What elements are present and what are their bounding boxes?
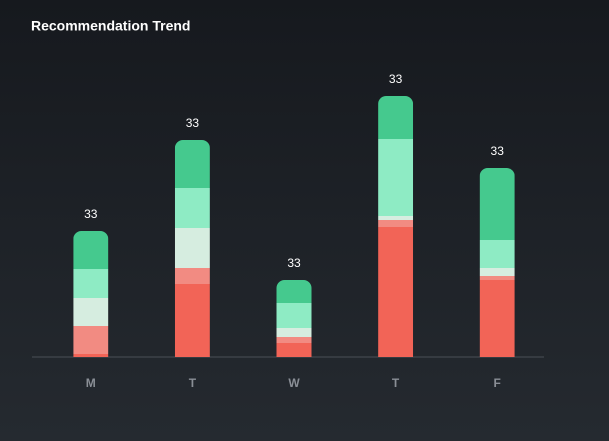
x-tick-label: M <box>86 376 96 390</box>
bar-stack <box>378 96 414 357</box>
bar-label: 33 <box>84 207 98 221</box>
bar-label: 33 <box>186 116 200 130</box>
bar-segment <box>479 240 515 268</box>
bar-label: 33 <box>389 72 403 86</box>
bar-segment <box>73 269 109 298</box>
bar-segment <box>276 337 312 343</box>
bar-label: 33 <box>287 256 301 270</box>
bar-stack <box>479 168 515 357</box>
bar-stack <box>73 231 109 357</box>
bar-segment <box>276 303 312 328</box>
bar-segment <box>479 168 515 240</box>
bar-label: 33 <box>491 144 505 158</box>
bar-segment <box>276 343 312 357</box>
bar-segment <box>174 188 210 228</box>
bar-segment <box>276 328 312 337</box>
bar-stack <box>276 280 312 357</box>
bar-stack <box>174 140 210 357</box>
bar-segment <box>73 298 109 326</box>
bar-segment <box>174 140 210 188</box>
bar-segment <box>378 96 414 139</box>
bar-segment <box>479 276 515 280</box>
chart-title: Recommendation Trend <box>31 18 190 34</box>
bar-segment <box>378 227 414 357</box>
bar-segment <box>174 284 210 357</box>
x-tick-label: F <box>494 376 501 390</box>
x-tick-label: T <box>392 376 400 390</box>
x-tick-label: W <box>288 376 300 390</box>
bar-segment <box>174 268 210 284</box>
bar-segment <box>378 139 414 216</box>
x-tick-label: T <box>189 376 197 390</box>
bar-segment <box>276 280 312 303</box>
bar-segment <box>73 326 109 354</box>
bar-segment <box>378 220 414 227</box>
bar-segment <box>73 354 109 357</box>
bar-segment <box>479 280 515 357</box>
bar-segment <box>378 216 414 220</box>
bar-segment <box>73 231 109 269</box>
bar-segment <box>479 268 515 276</box>
bar-segment <box>174 228 210 268</box>
